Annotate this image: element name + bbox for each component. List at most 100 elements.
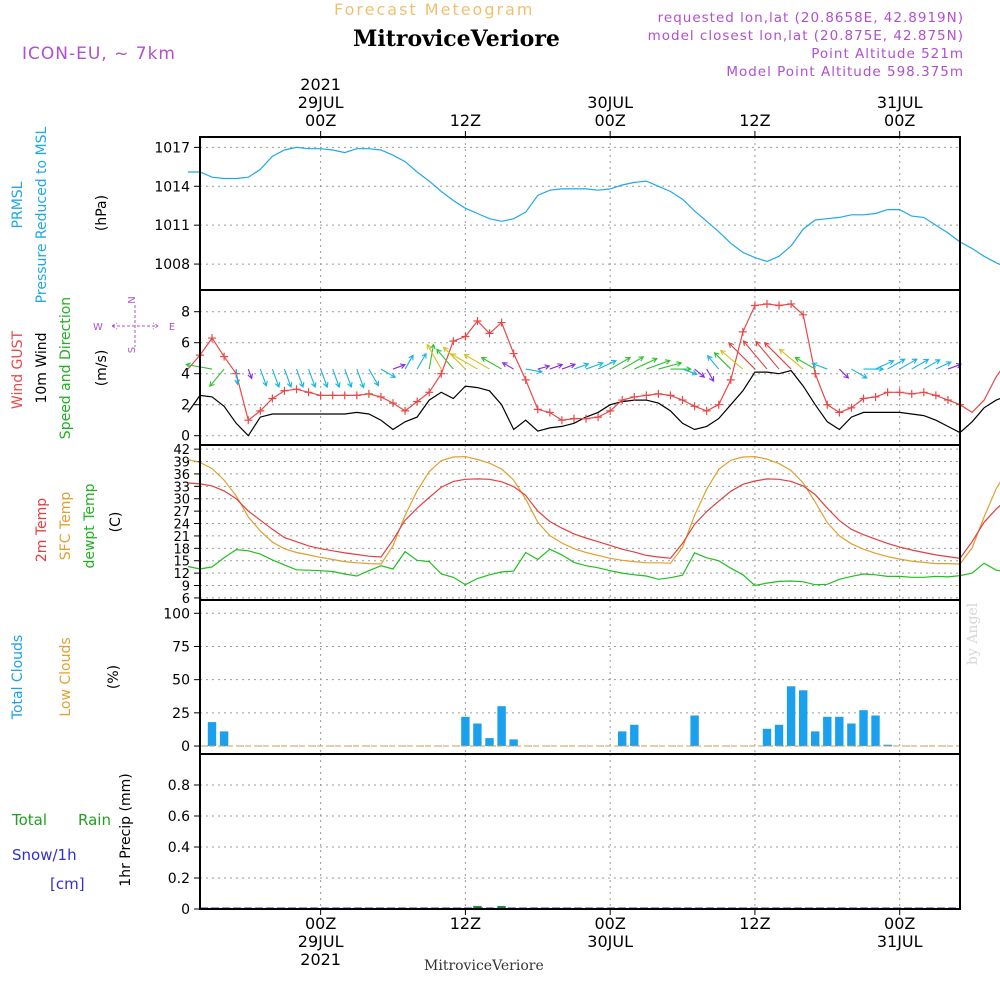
x-tick-label-top: 00Z <box>594 111 625 130</box>
gust-marker <box>762 299 771 308</box>
wind-arrow <box>887 358 906 370</box>
y-tick-label: 0 <box>181 739 190 755</box>
panel-frame-clouds <box>199 599 961 755</box>
y-tick-label: 1011 <box>154 218 190 234</box>
wind-arrow <box>404 354 414 370</box>
compass-rose <box>111 305 159 347</box>
gust-marker <box>437 369 446 378</box>
x-tick-label-bottom: 00Z <box>305 914 336 933</box>
x-tick-label-top: 00Z <box>884 111 915 130</box>
wind-arrow <box>320 368 329 389</box>
cloud-bar <box>847 723 856 747</box>
cloud-bar <box>207 722 217 746</box>
model-label: ICON-EU, ~ 7km <box>22 44 176 64</box>
cloud-bar <box>690 715 699 746</box>
wind-arrow <box>356 368 365 389</box>
temp-unit: (C) <box>108 512 124 533</box>
wind-unit: (m/s) <box>94 350 110 387</box>
gust-marker <box>208 334 217 343</box>
y-tick-label: 50 <box>172 673 190 689</box>
cloud-bar <box>509 739 518 746</box>
wind-arrow <box>442 346 466 370</box>
gust-marker <box>799 310 808 319</box>
wind-arrow <box>863 366 885 372</box>
wind-arrow <box>209 368 225 388</box>
wind-arrow <box>838 368 850 379</box>
y-tick-label: 15 <box>173 555 190 570</box>
wind-arrow <box>794 357 816 370</box>
x-tick-label-bottom: 2021 <box>300 950 341 969</box>
cloud-bar <box>835 716 844 746</box>
x-tick-label-bottom: 30JUL <box>587 932 633 951</box>
y-tick-label: 1008 <box>154 257 190 273</box>
temp-label-dewpt: dewpt Temp <box>82 483 98 568</box>
rain-bar <box>473 905 482 909</box>
wind-arrow <box>706 355 720 370</box>
y-tick-label: 0.2 <box>168 871 190 887</box>
wind-arrow <box>426 343 442 370</box>
x-tick-label-top: 29JUL <box>298 93 344 112</box>
clouds-unit: (%) <box>106 665 122 689</box>
cloud-bar <box>762 728 772 747</box>
y-tick-label: 0.8 <box>168 778 190 794</box>
y-tick-label: 0 <box>181 429 190 445</box>
x-tick-label-top: 12Z <box>450 111 481 130</box>
credit-watermark: by Angel <box>965 602 981 665</box>
y-tick-label: 27 <box>173 505 190 520</box>
y-tick-label: 24 <box>173 518 190 533</box>
y-tick-label: 0 <box>181 902 190 918</box>
wind-arrow <box>480 357 502 370</box>
precip-label: 1hr Precip (mm) <box>118 773 134 886</box>
wind-arrow <box>713 351 732 370</box>
wind-arrow <box>706 368 715 383</box>
wind-label-direction: Speed and Direction <box>58 297 74 439</box>
wind-arrow <box>380 368 397 378</box>
cloud-bar <box>883 744 892 746</box>
x-tick-label-bottom: 12Z <box>739 914 770 933</box>
wind-arrow <box>935 361 952 370</box>
panel-frame-pressure <box>199 136 961 291</box>
wind-arrow <box>463 354 490 370</box>
gust-marker <box>883 388 892 397</box>
wind-arrow <box>332 368 341 389</box>
gust-marker <box>304 388 313 397</box>
gust-marker <box>871 392 880 401</box>
x-tick-label-top: 2021 <box>300 75 341 94</box>
series-line-10m-wind <box>187 369 1000 437</box>
gust-marker <box>835 408 844 417</box>
wind-arrow <box>899 358 918 370</box>
cloud-bar <box>485 738 494 747</box>
y-tick-label: 4 <box>181 367 190 383</box>
wind-arrow <box>778 348 804 370</box>
y-tick-label: 6 <box>181 336 190 352</box>
gust-marker <box>726 375 735 384</box>
series-line-pressure <box>187 146 1000 266</box>
series-line-wind-gust <box>187 303 1000 422</box>
legend-snow: Snow/1h <box>12 846 77 864</box>
cloud-bar <box>811 731 820 746</box>
wind-arrow <box>525 368 544 375</box>
wind-arrow <box>875 359 895 370</box>
wind-arrow <box>549 363 564 370</box>
gust-marker <box>485 329 494 338</box>
rain-bar <box>497 905 506 909</box>
x-tick-label-top: 00Z <box>305 111 336 130</box>
wind-arrow <box>308 368 317 389</box>
wind-arrow <box>646 359 671 370</box>
location-title: MitroviceVeriore <box>353 26 560 52</box>
wind-arrow <box>851 368 868 379</box>
wind-arrow <box>450 353 478 370</box>
wind-arrow <box>585 361 604 370</box>
gust-marker <box>654 389 663 398</box>
y-tick-label: 25 <box>172 706 190 722</box>
wind-arrow <box>621 356 645 370</box>
wind-arrow <box>634 357 658 370</box>
wind-arrow <box>416 352 427 370</box>
panel-frame-wind <box>199 289 961 446</box>
gust-marker <box>497 318 506 327</box>
series-line-sfc-temp <box>187 455 1000 565</box>
pressure-label-prmsl: PRMSL <box>10 181 26 228</box>
pressure-unit: (hPa) <box>94 195 110 231</box>
y-tick-label: 75 <box>172 639 190 655</box>
gust-marker <box>280 386 289 395</box>
